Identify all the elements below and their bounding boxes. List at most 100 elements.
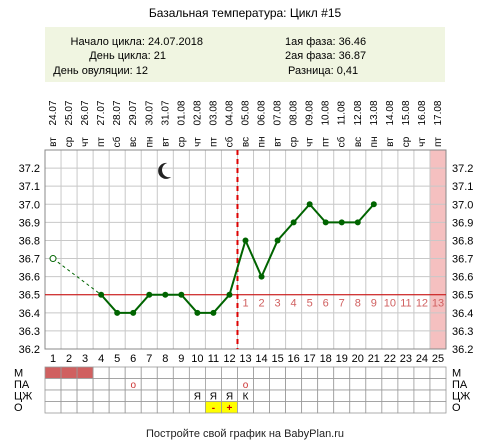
row-cell	[285, 389, 303, 402]
row-label-right: М	[452, 368, 461, 380]
y-tick-label-right: 36.9	[452, 217, 473, 229]
day-number-label: 23	[400, 353, 412, 365]
day-number-label: 21	[368, 353, 380, 365]
date-label: 28.07	[112, 100, 123, 125]
row-cell	[172, 401, 190, 414]
y-tick-label-left: 36.2	[19, 344, 40, 356]
row-cell	[140, 401, 158, 414]
luteal-day-number: 7	[339, 298, 345, 310]
row-cell	[188, 401, 206, 414]
weekday-label: пт	[321, 137, 332, 147]
date-label: 14.08	[385, 100, 396, 125]
y-tick-label-left: 36.7	[19, 254, 40, 266]
day-number-label: 8	[162, 353, 168, 365]
row-cell	[156, 366, 174, 379]
weekday-label: чт	[192, 137, 203, 147]
row-cell	[365, 401, 383, 414]
highlight-column	[429, 150, 446, 349]
date-label: 15.08	[401, 100, 412, 125]
luteal-day-number: 8	[355, 298, 361, 310]
row-cell	[365, 389, 383, 402]
y-tick-label-right: 36.6	[452, 272, 473, 284]
row-cell	[156, 378, 174, 391]
row-cell	[285, 366, 303, 379]
weekday-label: ср	[64, 136, 75, 147]
row-cell	[317, 389, 335, 402]
row-cell	[140, 378, 158, 391]
temperature-point	[146, 291, 153, 298]
phase1-text: 1ая фаза: 36.46	[285, 36, 366, 48]
row-cell	[172, 366, 190, 379]
row-cell-text: Я	[226, 392, 233, 403]
temperature-point	[354, 219, 361, 226]
row-cell	[124, 401, 142, 414]
row-cell	[60, 366, 78, 379]
y-tick-label-left: 37.2	[19, 163, 40, 175]
y-tick-label-left: 36.9	[19, 217, 40, 229]
row-cell	[349, 389, 367, 402]
y-tick-label-left: 36.3	[19, 326, 40, 338]
row-cell	[381, 366, 399, 379]
date-label: 24.07	[48, 100, 59, 125]
row-cell	[349, 366, 367, 379]
row-cell	[365, 366, 383, 379]
row-cell-text: К	[243, 392, 249, 403]
moon-icon	[158, 162, 172, 179]
weekday-label: чт	[305, 137, 316, 147]
row-cell-text: о	[243, 380, 249, 391]
row-cell	[333, 378, 351, 391]
temperature-point	[242, 237, 249, 244]
weekday-label: пн	[144, 137, 155, 148]
footer-text: Постройте свой график на BabyPlan.ru	[146, 428, 344, 440]
row-cell	[269, 366, 286, 379]
row-cell-text: +	[227, 403, 233, 414]
y-tick-label-right: 36.7	[452, 254, 473, 266]
date-label: 13.08	[369, 100, 380, 125]
row-label-right: О	[452, 402, 461, 414]
row-cell	[253, 389, 270, 402]
row-cell	[333, 366, 351, 379]
day-number-label: 22	[384, 353, 396, 365]
luteal-day-number: 13	[432, 298, 444, 310]
row-cell	[253, 401, 270, 414]
luteal-day-number: 5	[307, 298, 313, 310]
y-tick-label-left: 37.1	[19, 181, 40, 193]
luteal-day-number: 11	[400, 298, 411, 310]
weekday-label: вс	[241, 137, 252, 147]
temperature-point	[210, 309, 217, 316]
row-cell	[156, 389, 174, 402]
date-label: 10.08	[321, 100, 332, 125]
date-label: 11.08	[337, 100, 348, 125]
row-cell	[44, 378, 62, 391]
difference-text: Разница: 0,41	[288, 65, 358, 77]
date-label: 16.08	[417, 100, 428, 125]
day-number-label: 1	[50, 353, 56, 365]
row-cell	[76, 378, 94, 391]
weekday-label: ср	[289, 136, 300, 147]
row-cell-text: Я	[194, 392, 201, 403]
row-cell	[253, 378, 270, 391]
day-number-label: 4	[98, 353, 104, 365]
day-number-label: 19	[336, 353, 348, 365]
date-label: 02.08	[192, 100, 203, 125]
weekday-label: сб	[223, 136, 235, 147]
luteal-day-number: 10	[384, 298, 396, 310]
luteal-day-number: 3	[275, 298, 281, 310]
chart-title: Базальная температура: Цикл #15	[149, 6, 342, 20]
row-cell	[333, 389, 351, 402]
temperature-point	[162, 291, 169, 298]
row-cell	[237, 366, 254, 379]
row-cell	[253, 366, 270, 379]
weekday-label: ср	[401, 136, 412, 147]
row-label-left: М	[14, 368, 23, 380]
row-cell	[301, 389, 319, 402]
row-cell	[397, 401, 415, 414]
row-cell	[108, 389, 126, 402]
row-cell	[269, 389, 286, 402]
row-cell	[413, 366, 431, 379]
date-label: 04.08	[224, 100, 235, 125]
day-number-label: 17	[304, 353, 316, 365]
temperature-point	[338, 219, 345, 226]
y-tick-label-right: 36.4	[452, 308, 473, 320]
weekday-label: вт	[160, 137, 171, 147]
